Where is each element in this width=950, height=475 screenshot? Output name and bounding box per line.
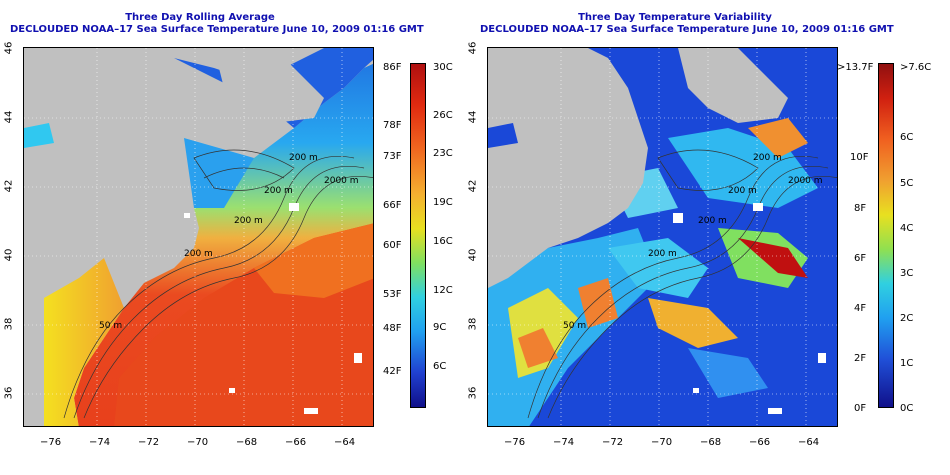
right-lat-38: 38 (467, 317, 479, 331)
left-map-graphic: 200 m 2000 m 200 m 200 m 200 m 50 m (24, 48, 373, 426)
right-lat-46: 46 (467, 41, 479, 55)
right-map-graphic: 200 m 2000 m 200 m 200 m 200 m 50 m (488, 48, 837, 426)
left-contour-label-200m-c: 200 m (289, 153, 318, 163)
right-lat-44: 44 (467, 110, 479, 124)
right-contour-label-2000m: 2000 m (788, 176, 823, 186)
right-variability-patches (488, 118, 818, 426)
left-cbar-f-60: 60F (383, 240, 402, 251)
right-lat-36: 36 (467, 386, 479, 400)
right-lon-68: −68 (700, 437, 722, 448)
left-lat-42: 42 (3, 179, 15, 193)
left-land-us (24, 48, 184, 288)
left-inland-water (24, 123, 54, 148)
left-sst-map: 200 m 2000 m 200 m 200 m 200 m 50 m (23, 47, 374, 427)
left-coastal-water (44, 258, 124, 426)
left-cbar-f-48: 48F (383, 323, 402, 334)
left-cbar-f-66: 66F (383, 200, 402, 211)
right-contour-label-200m-d: 200 m (698, 216, 727, 226)
right-contours (527, 149, 837, 419)
right-title-line2: DECLOUDED NOAA–17 Sea Surface Temperatur… (480, 24, 894, 35)
right-contour-label-200m-b: 200 m (728, 186, 757, 196)
left-contour-label-200m-d: 200 m (234, 216, 263, 226)
left-contours (63, 149, 373, 419)
right-title-line1: Three Day Temperature Variability (578, 12, 772, 23)
left-cbar-f-86: 86F (383, 62, 402, 73)
left-lat-46: 46 (3, 41, 15, 55)
right-grid (488, 48, 837, 426)
right-cbar-f-2: 2F (854, 353, 867, 364)
left-lon-76: −76 (40, 437, 62, 448)
left-cbar-f-53: 53F (383, 289, 402, 300)
left-lon-72: −72 (138, 437, 160, 448)
left-land-nova-scotia (214, 48, 324, 123)
left-lon-70: −70 (187, 437, 209, 448)
right-cbar-c-2: 2C (900, 313, 914, 324)
left-cloud-specks (184, 203, 362, 414)
left-contour-label-200m-b: 200 m (264, 186, 293, 196)
left-title-line2: DECLOUDED NOAA–17 Sea Surface Temperatur… (10, 24, 424, 35)
left-cbar-c-19: 19C (433, 197, 453, 208)
left-cbar-f-42: 42F (383, 366, 402, 377)
left-contour-label-50m: 50 m (99, 321, 122, 331)
left-cbar-c-9: 9C (433, 322, 447, 333)
left-cbar-c-6: 6C (433, 361, 447, 372)
right-cbar-c-3: 3C (900, 268, 914, 279)
right-cbar-c-4: 4C (900, 223, 914, 234)
left-cbar-f-73: 73F (383, 151, 402, 162)
right-colorbar (878, 63, 894, 408)
right-contour-label-50m: 50 m (563, 321, 586, 331)
right-contour-label-200m: 200 m (648, 249, 677, 259)
right-lon-66: −66 (749, 437, 771, 448)
right-cbar-c-max: >7.6C (900, 62, 932, 73)
left-cbar-c-12: 12C (433, 285, 453, 296)
right-land-nova-scotia (678, 48, 788, 123)
right-lat-42: 42 (467, 179, 479, 193)
left-contour-label-200m: 200 m (184, 249, 213, 259)
left-lat-44: 44 (3, 110, 15, 124)
left-lat-40: 40 (3, 248, 15, 262)
left-title-line1: Three Day Rolling Average (125, 12, 275, 23)
left-lat-36: 36 (3, 386, 15, 400)
left-cbar-c-26: 26C (433, 110, 453, 121)
right-cbar-c-0: 0C (900, 403, 914, 414)
left-contour-label-2000m: 2000 m (324, 176, 359, 186)
right-lon-70: −70 (651, 437, 673, 448)
left-cbar-c-16: 16C (433, 236, 453, 247)
left-cbar-f-78: 78F (383, 120, 402, 131)
left-cbar-c-30: 30C (433, 62, 453, 73)
left-lon-68: −68 (236, 437, 258, 448)
right-lon-76: −76 (504, 437, 526, 448)
right-variability-map: 200 m 2000 m 200 m 200 m 200 m 50 m (487, 47, 838, 427)
right-cbar-f-6: 6F (854, 253, 867, 264)
right-inland-water (488, 123, 518, 148)
right-cbar-f-8: 8F (854, 203, 867, 214)
right-contour-label-200m-c: 200 m (753, 153, 782, 163)
left-lon-74: −74 (89, 437, 111, 448)
right-cbar-c-6: 6C (900, 132, 914, 143)
right-cbar-c-1: 1C (900, 358, 914, 369)
right-lon-64: −64 (798, 437, 820, 448)
left-cbar-c-23: 23C (433, 148, 453, 159)
left-grid (24, 48, 373, 426)
right-cbar-f-10: 10F (850, 152, 869, 163)
left-colorbar (410, 63, 426, 408)
left-eddy (254, 223, 373, 298)
left-lon-66: −66 (285, 437, 307, 448)
right-cbar-f-max: >13.7F (837, 62, 874, 73)
right-land-us (488, 48, 648, 288)
left-lon-64: −64 (334, 437, 356, 448)
right-cbar-f-0: 0F (854, 403, 867, 414)
right-lat-40: 40 (467, 248, 479, 262)
left-lat-38: 38 (3, 317, 15, 331)
right-lon-74: −74 (553, 437, 575, 448)
right-cloud-specks (673, 203, 826, 414)
right-lon-72: −72 (602, 437, 624, 448)
right-cbar-f-4: 4F (854, 303, 867, 314)
right-cbar-c-5: 5C (900, 178, 914, 189)
